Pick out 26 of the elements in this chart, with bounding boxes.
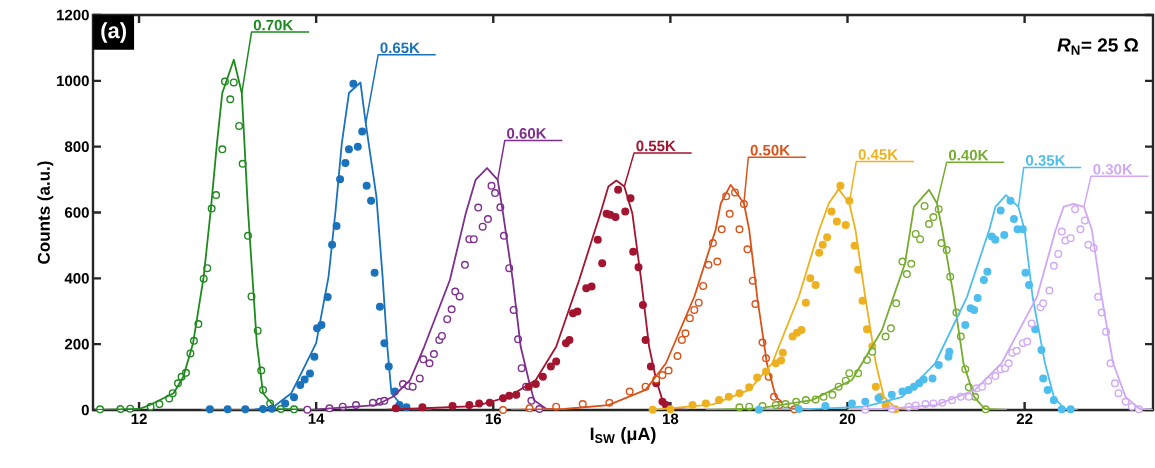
y-axis-title: Counts (a.u.)	[37, 161, 54, 264]
x-tick-label: 22	[1016, 413, 1033, 425]
text: 0.50K	[750, 144, 790, 156]
x-tick-label: 14	[308, 413, 325, 424]
text: 0.60K	[507, 128, 547, 139]
y-tick-label: 200	[64, 338, 89, 350]
text: 0.40K	[948, 149, 989, 161]
x-tick-label: 16	[485, 413, 502, 425]
text: 0.30K	[1093, 163, 1133, 175]
annotation: (a)	[101, 22, 126, 43]
y-tick-label: 600	[64, 207, 89, 218]
annotation: R$_{N}$= 25 Ω	[1057, 38, 1139, 55]
text: 0.55K	[636, 140, 676, 152]
y-tick-label: 1000	[57, 75, 89, 87]
x-axis-title: I$_{SW}$ (μA)	[590, 427, 656, 444]
text: 0.35K	[1026, 155, 1066, 166]
x-tick-label: 20	[839, 413, 856, 425]
text: 0.70K	[253, 19, 294, 31]
y-tick-label: 0	[81, 404, 89, 416]
text: 0.45K	[858, 149, 898, 160]
y-tick-label: 800	[64, 141, 89, 152]
x-tick-label: 18	[662, 413, 679, 425]
x-tick-label: 12	[131, 413, 147, 425]
text: 0.65K	[380, 42, 420, 54]
y-tick-label: 400	[64, 273, 89, 284]
y-tick-label: 1200	[57, 9, 89, 21]
